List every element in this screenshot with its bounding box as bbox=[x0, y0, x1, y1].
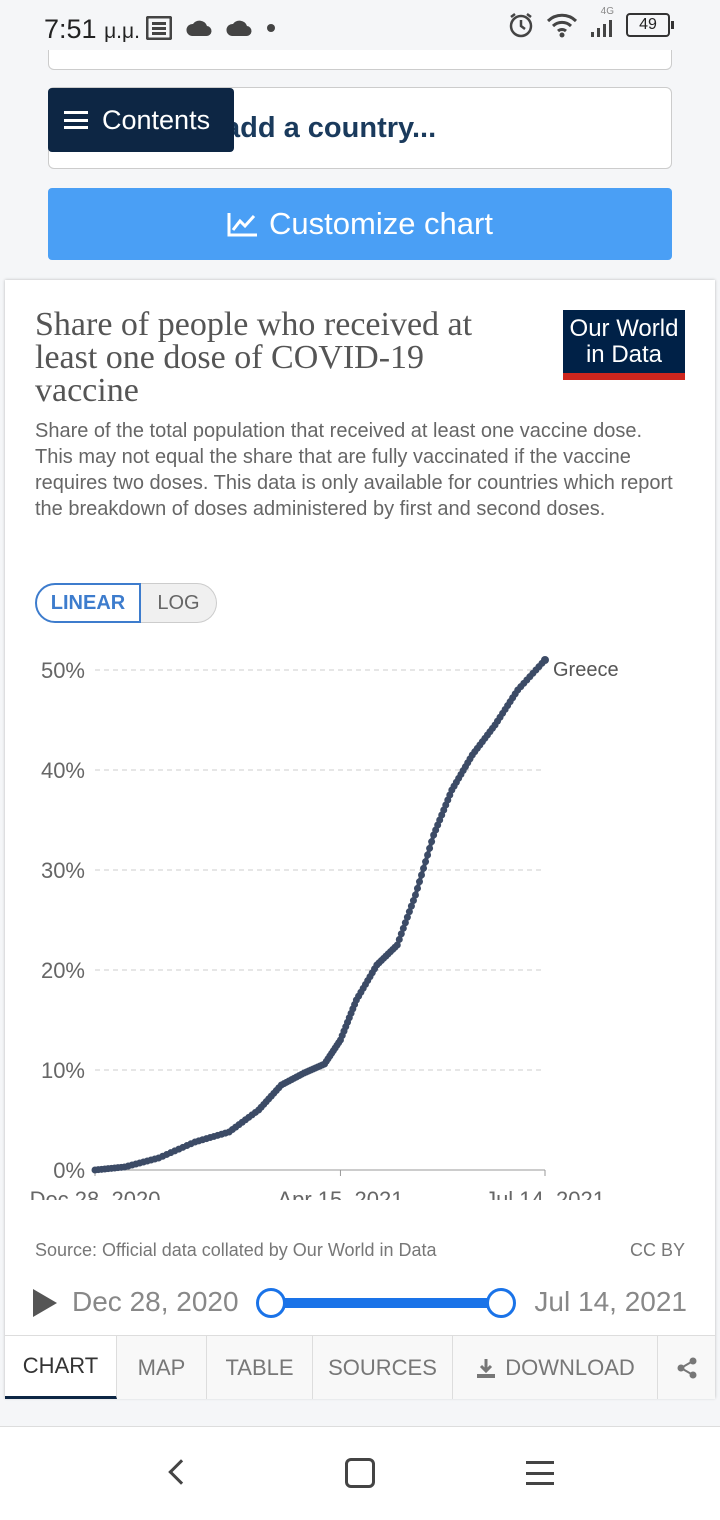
data-point bbox=[418, 871, 426, 879]
logo-line2: in Data bbox=[585, 341, 663, 368]
data-point bbox=[426, 844, 434, 852]
y-tick-label: 20% bbox=[41, 958, 85, 983]
previous-field bbox=[48, 50, 672, 70]
logo-line1: Our World bbox=[569, 315, 679, 342]
download-label: DOWNLOAD bbox=[505, 1354, 635, 1380]
tab-map[interactable]: MAP bbox=[117, 1336, 207, 1399]
tab-bar: CHART MAP TABLE SOURCES DOWNLOAD bbox=[5, 1335, 715, 1399]
timeline-track[interactable] bbox=[271, 1298, 501, 1308]
signal-icon: 4G bbox=[590, 6, 614, 38]
status-time: 7:51 μ.μ. bbox=[44, 14, 140, 45]
chart-card: Share of people who received at least on… bbox=[5, 280, 715, 1399]
y-tick-label: 50% bbox=[41, 658, 85, 683]
data-point bbox=[397, 930, 405, 938]
tab-download[interactable]: DOWNLOAD bbox=[453, 1336, 658, 1399]
add-country-text[interactable]: add a country... bbox=[224, 112, 437, 144]
data-point bbox=[420, 864, 428, 872]
cloud-icon-2 bbox=[226, 20, 252, 37]
timeline-start-handle[interactable] bbox=[256, 1288, 286, 1318]
data-point bbox=[424, 851, 432, 859]
data-point bbox=[428, 838, 436, 846]
x-tick-label: Dec 28, 2020 bbox=[30, 1187, 161, 1200]
system-nav-bar bbox=[0, 1426, 720, 1520]
cloud-icon bbox=[186, 20, 212, 37]
system-icons: 4G 49 bbox=[508, 6, 674, 38]
y-tick-label: 30% bbox=[41, 858, 85, 883]
play-icon[interactable] bbox=[33, 1289, 57, 1317]
ampm-text: μ.μ. bbox=[104, 20, 140, 43]
timeline-end-handle[interactable] bbox=[486, 1288, 516, 1318]
network-type: 4G bbox=[600, 6, 614, 17]
data-point bbox=[415, 878, 423, 886]
data-point bbox=[395, 935, 403, 943]
x-tick-label: Jul 14, 2021 bbox=[485, 1187, 605, 1200]
data-point bbox=[407, 902, 415, 910]
data-point bbox=[405, 908, 413, 916]
time-text: 7:51 bbox=[44, 14, 97, 44]
owid-logo[interactable]: Our World in Data bbox=[563, 310, 685, 380]
line-chart: 0% 10% 20% 30% 40% 50% Dec 28, 2020 Apr 15, 202… bbox=[30, 656, 619, 1200]
battery-icon: 49 bbox=[626, 13, 674, 37]
menu-icon bbox=[64, 111, 88, 129]
home-icon[interactable] bbox=[345, 1458, 375, 1488]
tab-chart[interactable]: CHART bbox=[5, 1336, 117, 1399]
download-icon bbox=[477, 1358, 496, 1378]
chart-line-icon bbox=[227, 213, 258, 237]
chart-subtitle: Share of the total population that recei… bbox=[35, 420, 673, 520]
data-point bbox=[393, 941, 401, 949]
customize-label: Customize chart bbox=[269, 206, 493, 241]
timeline-end-label: Jul 14, 2021 bbox=[534, 1286, 687, 1317]
battery-level: 49 bbox=[639, 16, 657, 33]
chart-title: Share of people who received at least on… bbox=[35, 306, 473, 409]
log-button[interactable]: LOG bbox=[141, 583, 217, 623]
wifi-icon bbox=[546, 13, 578, 38]
recents-icon[interactable] bbox=[526, 1461, 554, 1485]
license-text[interactable]: CC BY bbox=[629, 1240, 685, 1260]
series-label-greece: Greece bbox=[553, 659, 619, 681]
data-point bbox=[403, 913, 411, 921]
linear-button[interactable]: LINEAR bbox=[35, 583, 141, 623]
news-icon bbox=[146, 16, 172, 40]
contents-button[interactable]: Contents bbox=[48, 88, 234, 152]
series-line-greece bbox=[94, 658, 547, 1172]
data-point bbox=[541, 656, 549, 664]
tab-table[interactable]: TABLE bbox=[207, 1336, 313, 1399]
data-point bbox=[422, 858, 430, 866]
data-point bbox=[401, 919, 409, 927]
share-button[interactable] bbox=[658, 1336, 715, 1399]
back-icon[interactable] bbox=[168, 1459, 194, 1485]
data-point bbox=[413, 884, 421, 892]
data-point bbox=[409, 897, 417, 905]
tab-sources[interactable]: SOURCES bbox=[313, 1336, 453, 1399]
y-tick-label: 40% bbox=[41, 758, 85, 783]
x-tick-label: Apr 15, 2021 bbox=[277, 1187, 403, 1200]
customize-chart-button[interactable]: Customize chart bbox=[48, 188, 672, 260]
contents-label: Contents bbox=[102, 104, 211, 135]
timeline-start-label: Dec 28, 2020 bbox=[72, 1286, 239, 1317]
timeline: Dec 28, 2020 Jul 14, 2021 bbox=[5, 1280, 715, 1330]
share-icon bbox=[677, 1357, 696, 1378]
dot-icon bbox=[267, 24, 275, 32]
data-point bbox=[399, 924, 407, 932]
source-text[interactable]: Source: Official data collated by Our Wo… bbox=[35, 1240, 437, 1260]
y-tick-label: 0% bbox=[53, 1158, 85, 1183]
y-tick-label: 10% bbox=[41, 1058, 85, 1083]
scale-toggle: LINEAR LOG bbox=[35, 583, 217, 623]
status-bar: 7:51 μ.μ. 4G 49 bbox=[0, 0, 720, 58]
alarm-icon bbox=[509, 13, 533, 38]
notification-icons bbox=[146, 16, 276, 40]
data-point bbox=[411, 891, 419, 899]
